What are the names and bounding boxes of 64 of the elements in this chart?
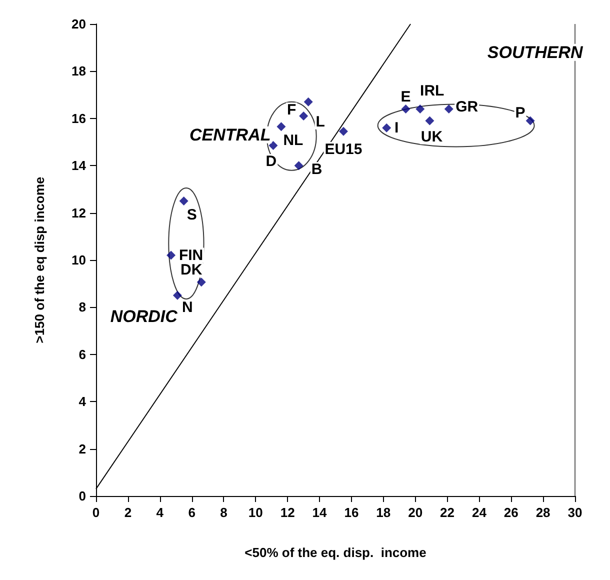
annotation: L (316, 113, 325, 130)
y-tick-label: 10 (72, 252, 86, 268)
point (338, 126, 348, 136)
y-tick-label: 8 (78, 300, 86, 315)
point (166, 250, 176, 260)
point (416, 104, 425, 114)
x-tick-label: 26 (504, 505, 518, 520)
y-tick-label: 16 (72, 110, 86, 126)
point (276, 122, 286, 132)
annotation: N (182, 298, 193, 316)
x-tick-label: 28 (536, 505, 550, 520)
x-tick-label: 30 (568, 505, 582, 520)
x-tick-label: 14 (312, 505, 328, 520)
point (172, 290, 182, 300)
x-tick-label: 18 (376, 505, 391, 520)
annotation: F (286, 102, 296, 119)
x-tick-label: 6 (188, 505, 196, 520)
point (444, 104, 454, 114)
annotation: B (311, 161, 322, 178)
y-axis-title: >150 of the eq disp income (32, 176, 47, 344)
annotation: DK (180, 262, 202, 279)
annotation: FIN (178, 246, 204, 264)
point (401, 104, 410, 114)
annotation: I (394, 119, 399, 136)
annotation: NORDIC (110, 307, 178, 326)
x-tick-label: 10 (248, 505, 263, 520)
point (196, 278, 206, 287)
y-tick-label: 18 (72, 64, 86, 79)
point (382, 123, 392, 132)
point (425, 116, 434, 126)
annotation: IRL (420, 82, 444, 100)
annotation: UK (420, 128, 443, 146)
y-tick-label: 4 (78, 394, 87, 410)
annotation: CENTRAL (190, 125, 271, 144)
annotation: S (186, 206, 197, 224)
x-tick-label: 24 (472, 505, 488, 520)
x-axis-title: <50% of the eq. disp. income (244, 545, 426, 560)
annotation: SOUTHERN (487, 42, 584, 62)
x-tick-label: 4 (156, 505, 164, 520)
y-tick-label: 6 (78, 346, 86, 362)
x-tick-label: 22 (440, 505, 454, 520)
y-tick-label: 14 (72, 158, 87, 174)
point (304, 97, 313, 106)
annotation: GR (456, 98, 478, 116)
x-tick-label: 16 (344, 505, 359, 520)
point (294, 161, 304, 170)
y-tick-label: 12 (72, 205, 86, 220)
annotation: NL (283, 132, 304, 150)
point (299, 112, 308, 121)
point (268, 141, 278, 150)
y-tick-label: 20 (72, 16, 86, 32)
x-tick-label: 0 (92, 505, 100, 520)
x-tick-label: 12 (280, 505, 295, 520)
point (179, 196, 188, 206)
annotation: E (400, 88, 411, 106)
y-tick-label: 2 (78, 441, 86, 456)
y-tick-label: 0 (78, 488, 86, 504)
annotation: D (266, 153, 277, 170)
x-tick-label: 8 (220, 505, 228, 520)
x-tick-label: 20 (408, 505, 423, 520)
x-tick-label: 2 (124, 505, 132, 520)
annotation: P (515, 104, 526, 122)
point (526, 116, 535, 126)
annotation: EU15 (324, 140, 362, 158)
